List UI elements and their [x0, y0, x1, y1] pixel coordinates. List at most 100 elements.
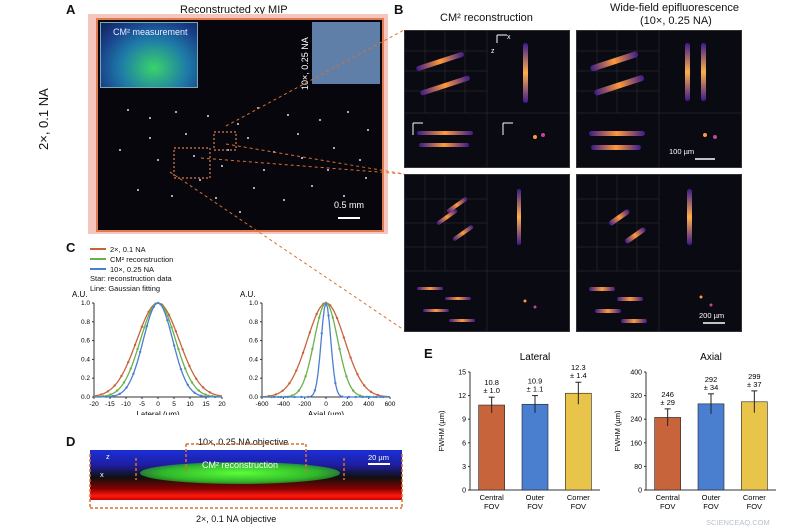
data-star-point	[104, 395, 108, 399]
data-star-point	[306, 395, 310, 399]
data-star-point	[313, 389, 317, 392]
data-star-point	[159, 303, 162, 306]
panel-d-letter: D	[66, 434, 76, 449]
data-star-point	[170, 326, 173, 329]
data-star-point	[320, 332, 323, 335]
y-tick-label: 0	[462, 488, 466, 495]
x-tick-label: -600	[255, 401, 268, 408]
data-star-point	[363, 384, 366, 387]
data-star-point	[315, 312, 318, 316]
data-star-point	[304, 375, 307, 378]
category-label: Outer	[702, 493, 721, 502]
x-tick-label: -5	[139, 401, 145, 408]
data-star-point	[195, 377, 198, 380]
data-star-point	[338, 347, 341, 351]
data-star-point	[143, 326, 146, 329]
data-star-point	[133, 343, 137, 347]
lateral-fwhm-chart: Lateral 0 3 6 9 12 15 FWHM (µm) 10.8± 1.0 Central…	[437, 352, 600, 511]
category-label: FOV	[484, 502, 499, 511]
axial-profile-chart: -600 -400 -200 0 200 400 600 0.0 0.2 0.4 0.6 0.8 1.0…	[240, 290, 396, 415]
category-label: FOV	[747, 502, 762, 511]
data-star-point	[347, 395, 351, 399]
x-tick-label: 20	[218, 401, 226, 408]
y-tick-label: 15	[458, 370, 466, 377]
data-star-point	[174, 330, 178, 333]
data-star-point	[334, 381, 337, 385]
b-cm2-bottom	[404, 174, 570, 332]
category-label: FOV	[660, 502, 675, 511]
data-star-point	[361, 395, 364, 399]
panel-d-top-label: 10×, 0.25 NA objective	[198, 437, 289, 447]
data-star-point	[311, 347, 314, 351]
category-label: Corner	[743, 493, 766, 502]
data-star-point	[201, 386, 205, 389]
x-tick-label: -10	[121, 401, 131, 408]
data-star-point	[352, 389, 355, 392]
data-star-point	[327, 314, 330, 317]
y-tick-label: 3	[462, 464, 466, 471]
x-tick-label: 5	[172, 401, 176, 408]
gaussian-fit-line	[94, 302, 222, 398]
bar-value-label: 12.3	[571, 363, 586, 372]
panel-d-image: CM² reconstruction 20 µm z x	[90, 450, 402, 500]
mip-image: CM² measurement 10×, 0.25 NA 0.5 mm	[96, 18, 384, 232]
x-tick-label: -15	[105, 401, 115, 408]
y-tick-label: 0.0	[81, 394, 90, 401]
y-tick-label: 1.0	[249, 300, 258, 307]
data-star-point	[204, 393, 207, 396]
data-star-point	[172, 344, 176, 347]
x-tick-label: 0	[156, 401, 160, 408]
data-star-point	[297, 389, 300, 392]
y-tick-label: 320	[630, 393, 642, 400]
bar	[565, 392, 592, 491]
data-star-point	[208, 391, 212, 394]
data-star-point	[358, 394, 362, 397]
bar	[654, 417, 681, 491]
category-label: Corner	[567, 493, 590, 502]
gaussian-fit-line	[93, 302, 223, 398]
legend-item-cm2: CM² reconstruction	[90, 254, 173, 264]
y-tick-label: 0	[638, 488, 642, 495]
x-tick-label: 15	[202, 401, 210, 408]
data-star-point	[206, 395, 210, 398]
data-star-point	[197, 389, 200, 392]
data-star-point	[190, 381, 194, 384]
legend-label: 2×, 0.1 NA	[110, 244, 146, 254]
data-star-point	[118, 392, 121, 395]
data-star-point	[340, 395, 344, 398]
axial-fwhm-chart: Axial 0 80 160 240 320 400 FWHM (µm) 246± 29 Cent…	[613, 352, 776, 511]
legend-item-2x: 2×, 0.1 NA	[90, 244, 173, 254]
x-axis-label: Lateral (µm)	[136, 410, 180, 415]
data-star-point	[349, 356, 352, 359]
bar	[521, 403, 549, 491]
y-tick-label: 0.4	[249, 356, 258, 363]
b-scale-bottom: 200 µm	[699, 311, 725, 320]
panel-a-scalebar: 0.5 mm	[334, 200, 365, 210]
data-star-point	[129, 367, 132, 370]
panel-b-col1-title: CM² reconstruction	[440, 12, 533, 24]
x-tick-label: 0	[324, 401, 328, 408]
lateral-profile-chart: -20 -15 -10 -5 0 5 10 15 20 0.0 0.2 0.4 0.6 0.8 1.0A.U…	[72, 290, 226, 415]
data-star-point	[186, 383, 189, 387]
data-star-point	[193, 391, 196, 394]
data-star-point	[116, 389, 119, 392]
gaussian-fit-line	[261, 302, 391, 398]
mip-beads	[119, 107, 369, 219]
data-star-point	[132, 372, 135, 376]
data-star-point	[274, 393, 278, 396]
y-tick-label: 400	[630, 370, 642, 377]
data-star-point	[200, 394, 203, 397]
gaussian-fit-line	[93, 302, 223, 397]
data-star-point	[288, 381, 291, 385]
bar-value-label: 246	[661, 390, 674, 399]
y-tick-label: 0.6	[249, 338, 258, 345]
data-star-point	[308, 331, 312, 334]
y-tick-label: 0.6	[81, 338, 90, 345]
panel-a-title: Reconstructed xy MIP	[180, 4, 288, 16]
bar-value-label: ± 37	[747, 380, 762, 389]
bar	[478, 404, 505, 491]
b-widefield-bottom: 200 µm	[576, 174, 742, 332]
data-star-point	[279, 395, 283, 399]
data-star-point	[140, 325, 144, 329]
bar-value-label: ± 1.4	[570, 371, 587, 380]
